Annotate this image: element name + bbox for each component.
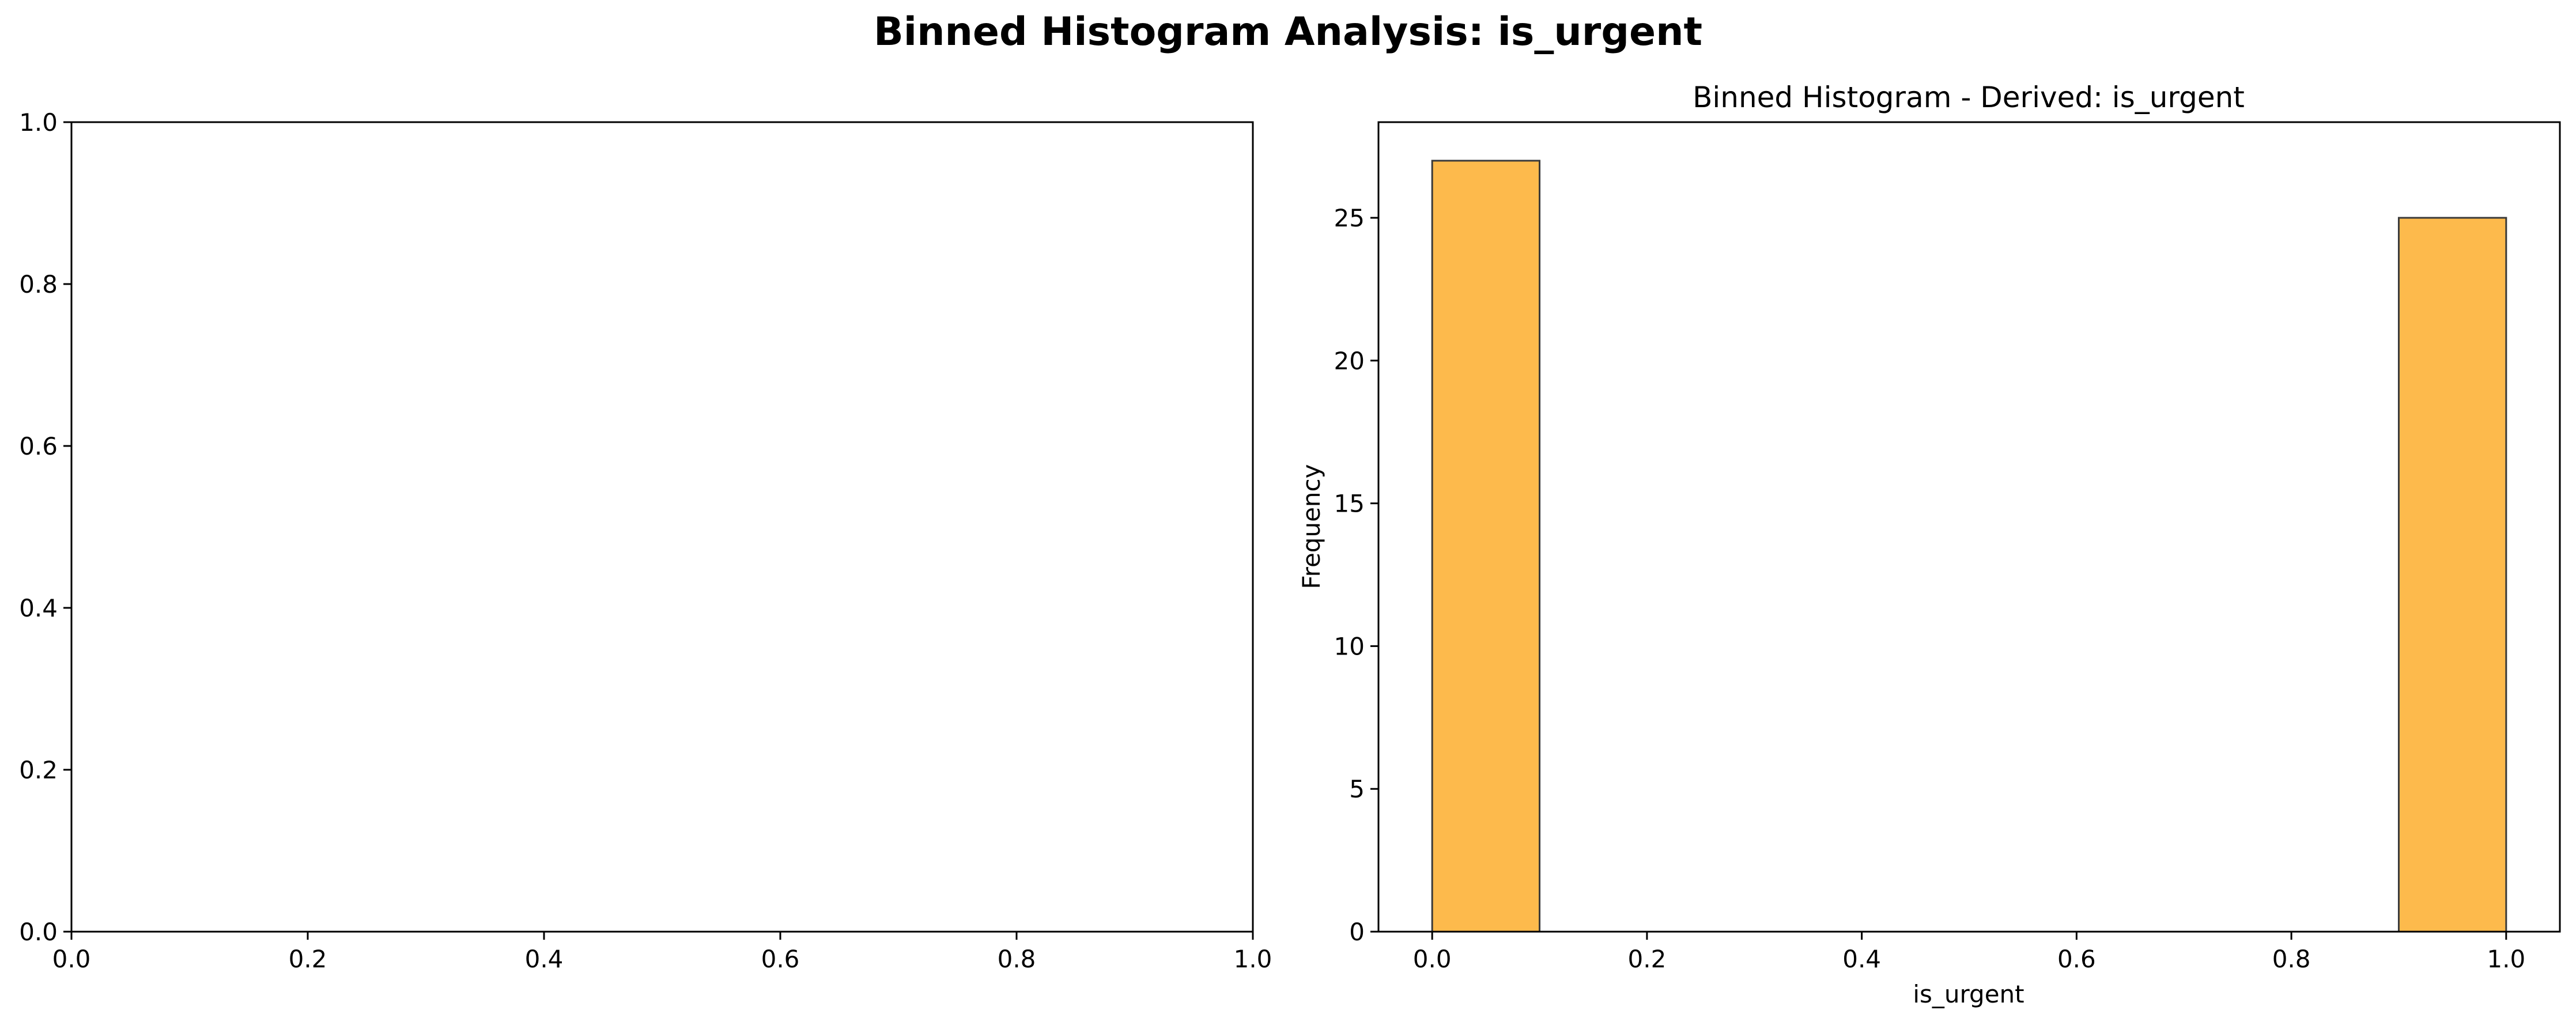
left-axes-frame bbox=[70, 121, 1254, 933]
left-axes-y-tick-label: 0.6 bbox=[19, 432, 58, 460]
histogram-bar bbox=[1431, 160, 1541, 933]
left-axes-x-tick-label: 0.4 bbox=[525, 945, 564, 973]
left-axes-y-tick-label: 0.2 bbox=[19, 756, 58, 784]
left-axes-y-tick-label: 1.0 bbox=[19, 108, 58, 137]
left-axes-x-tick-label: 0.0 bbox=[52, 945, 91, 973]
histogram-x-tick-label: 0.4 bbox=[1842, 945, 1881, 973]
histogram-bars bbox=[1431, 160, 2507, 933]
histogram-y-tick-label: 10 bbox=[1334, 632, 1365, 660]
left-axes-x-tick-label: 1.0 bbox=[1234, 945, 1272, 973]
histogram-y-axis-label: Frequency bbox=[1297, 464, 1325, 589]
left-axes-y-tick-label: 0.0 bbox=[19, 918, 58, 946]
histogram-x-tick-label: 1.0 bbox=[2487, 945, 2525, 973]
histogram-y-tick-label: 15 bbox=[1334, 490, 1365, 518]
left-axes-x-tick-label: 0.8 bbox=[998, 945, 1036, 973]
histogram-axes-frame bbox=[1377, 121, 2561, 933]
right-histogram-axes: Binned Histogram - Derived: is_urgent 0.… bbox=[1297, 81, 2561, 1008]
left-axes-x-tick-label: 0.6 bbox=[761, 945, 800, 973]
figure-title: Binned Histogram Analysis: is_urgent bbox=[874, 9, 1702, 55]
histogram-x-tick-label: 0.8 bbox=[2272, 945, 2311, 973]
histogram-y-tick-label: 20 bbox=[1334, 347, 1365, 375]
histogram-x-tick-label: 0.6 bbox=[2057, 945, 2096, 973]
left-axes-x-tick-label: 0.2 bbox=[289, 945, 327, 973]
histogram-y-tick-label: 25 bbox=[1334, 204, 1365, 232]
left-axes-ticks: 0.0 0.2 0.4 0.6 0.8 1.0 0.0 0.2 0.4 0.6 0.8 1.0 bbox=[19, 108, 1272, 973]
histogram-x-tick-label: 0.2 bbox=[1628, 945, 1667, 973]
histogram-x-tick-label: 0.0 bbox=[1413, 945, 1452, 973]
left-axes-y-tick-label: 0.4 bbox=[19, 594, 58, 622]
left-axes-y-tick-label: 0.8 bbox=[19, 270, 58, 298]
histogram-y-tick-label: 5 bbox=[1349, 775, 1365, 803]
histogram-title: Binned Histogram - Derived: is_urgent bbox=[1693, 81, 2245, 114]
histogram-bar bbox=[2397, 217, 2507, 933]
histogram-ticks: 0.0 0.2 0.4 0.6 0.8 1.0 0 5 10 15 20 25 bbox=[1334, 204, 2526, 973]
histogram-y-tick-label: 0 bbox=[1349, 918, 1365, 946]
histogram-x-axis-label: is_urgent bbox=[1913, 980, 2024, 1008]
left-empty-axes: 0.0 0.2 0.4 0.6 0.8 1.0 0.0 0.2 0.4 0.6 0.8 1.0 bbox=[19, 108, 1272, 973]
